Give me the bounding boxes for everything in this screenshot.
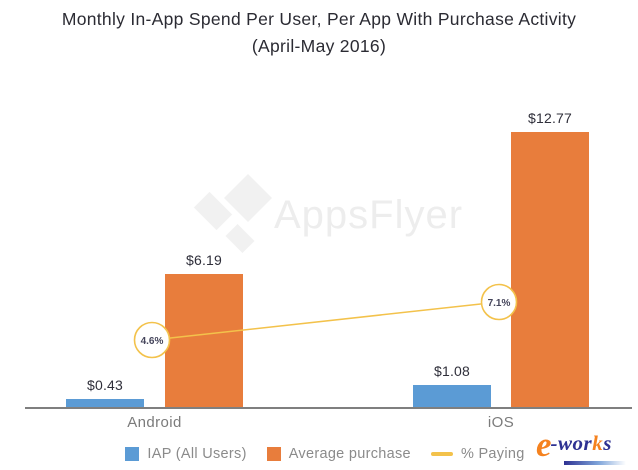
- paying-value-ios: 7.1%: [488, 298, 511, 309]
- bar-value-label-ios-iap: $1.08: [433, 362, 471, 379]
- legend-swatch-avg-purchase-icon: [266, 447, 281, 461]
- legend-label-paying: % Paying: [460, 446, 525, 462]
- chart-title: Monthly In-App Spend Per User, Per App W…: [0, 6, 638, 60]
- appsflyer-watermark: AppsFlyer: [190, 173, 464, 255]
- legend-swatch-iap-icon: [125, 447, 140, 461]
- chart-legend: IAP (All Users) Average purchase % Payin…: [0, 446, 638, 462]
- chart-title-line1: Monthly In-App Spend Per User, Per App W…: [61, 9, 577, 29]
- legend-item-avg-purchase: Average purchase: [266, 446, 411, 462]
- legend-label-avg-purchase: Average purchase: [288, 446, 411, 462]
- eworks-logo: e-works: [536, 425, 634, 468]
- legend-item-paying: % Paying: [430, 446, 525, 462]
- eworks-underline-bar: [564, 461, 626, 465]
- category-label-ios: iOS: [487, 414, 515, 431]
- chart-title-line2: (April-May 2016): [251, 36, 387, 56]
- bar-ios-avg-purchase: $12.77: [511, 110, 589, 408]
- x-axis-line: [25, 407, 632, 409]
- bar-value-label-android-iap: $0.43: [86, 376, 124, 393]
- bar-android-avg-purchase: $6.19: [165, 252, 243, 408]
- bar-ios-iap: $1.08: [413, 363, 491, 408]
- eworks-text-k: k: [592, 431, 604, 455]
- eworks-e-glyph: e: [536, 425, 552, 464]
- legend-item-iap: IAP (All Users): [125, 446, 246, 462]
- legend-swatch-paying-icon: [430, 452, 453, 456]
- legend-label-iap: IAP (All Users): [147, 446, 247, 462]
- eworks-text-wor: -wor: [550, 431, 593, 455]
- eworks-text-s: s: [603, 431, 612, 455]
- paying-value-android: 4.6%: [141, 336, 164, 347]
- category-label-android: Android: [127, 414, 182, 431]
- bar-value-label-ios-avg: $12.77: [527, 110, 573, 127]
- bar-android-iap: $0.43: [66, 377, 144, 408]
- appsflyer-watermark-text: AppsFlyer: [274, 192, 464, 237]
- appsflyer-logo-icon: [190, 173, 273, 255]
- bar-value-label-android-avg: $6.19: [185, 252, 223, 269]
